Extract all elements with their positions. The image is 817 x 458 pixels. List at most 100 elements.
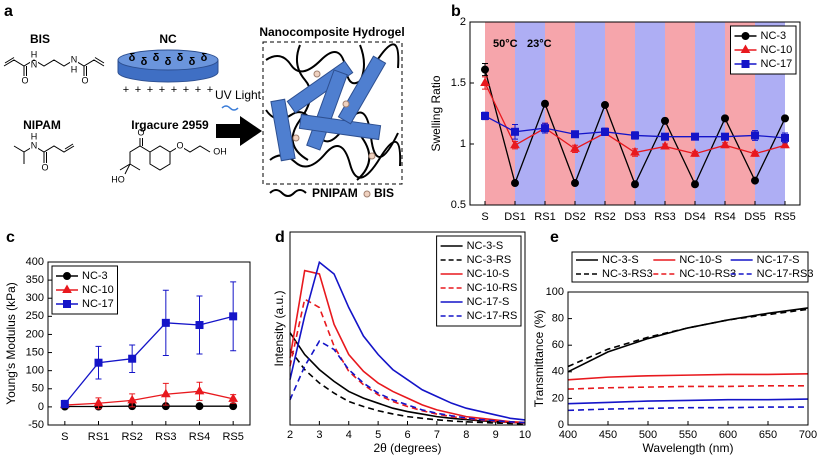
panel: b 50°C 23°C 0.5 1 1.5 2 S DS1 RS1 DS2 RS2 DS3 RS3 DS4 R… xyxy=(429,3,801,223)
data-point xyxy=(195,402,204,411)
charge: δ xyxy=(201,52,208,64)
panel-label: a xyxy=(4,3,13,20)
legend-label: NC-10-S xyxy=(679,254,722,266)
data-point xyxy=(721,132,729,141)
panel-a: a BIS N H N H O O NC δ δ δ δ δ δ δ+ + + + + + + + NIP… xyxy=(3,3,405,200)
bond xyxy=(4,57,15,64)
data-point xyxy=(161,318,170,327)
data-point xyxy=(194,385,205,395)
y-axis-label: Intensity (a.u.) xyxy=(272,290,286,366)
panel-label: d xyxy=(275,229,285,246)
atom: OH xyxy=(213,146,227,156)
atom: O xyxy=(176,140,183,150)
series-line xyxy=(289,349,526,425)
series-line xyxy=(567,384,808,390)
atom: H xyxy=(31,49,38,59)
x-tick-label: RS5 xyxy=(222,431,243,443)
data-point xyxy=(690,148,700,157)
y-tick-label: -50 xyxy=(28,419,44,431)
legend-marker xyxy=(62,284,72,293)
label: PNIPAM xyxy=(312,186,358,200)
legend-marker xyxy=(63,300,71,308)
panel: c -50 0 50 100 150 200 250 300 350 400 S RS1 RS2 RS3 RS… xyxy=(4,229,251,443)
plot-frame xyxy=(289,231,526,426)
data-point xyxy=(481,65,489,74)
x-tick-label: 10 xyxy=(519,429,531,441)
x-tick-label: DS1 xyxy=(504,211,525,223)
y-axis-label: Young's Modulus (kPa) xyxy=(4,282,18,405)
data-point xyxy=(60,399,69,408)
legend-label: NC-10 xyxy=(761,44,793,56)
x-tick-label: RS4 xyxy=(714,211,735,223)
bond xyxy=(64,143,74,150)
data-point xyxy=(571,179,579,188)
atom: O xyxy=(81,75,88,85)
data-point xyxy=(570,143,580,152)
legend-chain xyxy=(269,189,307,197)
temperature-band xyxy=(695,22,725,205)
x-tick-label: DS2 xyxy=(564,211,585,223)
y-tick-label: 0 xyxy=(558,419,564,431)
y-tick-label: 0.5 xyxy=(451,199,466,211)
data-point xyxy=(660,140,670,150)
data-point xyxy=(571,130,579,139)
temperature-band xyxy=(635,22,665,205)
charge: + xyxy=(123,84,129,96)
atom: N xyxy=(71,54,78,64)
data-point xyxy=(541,124,549,133)
plot-frame xyxy=(567,291,809,426)
x-tick-label: 7 xyxy=(434,429,440,441)
legend-marker xyxy=(63,272,71,280)
atom: H xyxy=(71,64,78,74)
bis-crosslinks xyxy=(292,70,376,160)
y-tick-label: 200 xyxy=(26,328,44,340)
plot-frame xyxy=(47,261,251,426)
x-tick-label: RS1 xyxy=(88,431,109,443)
y-tick-label: 250 xyxy=(26,310,44,322)
legend-bis xyxy=(363,190,371,198)
data-point xyxy=(661,116,669,125)
hydrogel-box xyxy=(262,41,403,185)
data-point xyxy=(229,312,238,321)
data-point xyxy=(541,99,549,108)
atom: O xyxy=(137,127,144,137)
data-point xyxy=(631,180,639,189)
legend xyxy=(436,235,522,327)
data-point xyxy=(128,354,137,363)
charge: + xyxy=(147,84,153,96)
bond xyxy=(3,59,105,67)
label: Irgacure 2959 xyxy=(131,118,209,132)
legend-label: NC-10-RS xyxy=(467,282,518,294)
atom-bg xyxy=(70,55,78,64)
temperature-band xyxy=(575,22,605,205)
plot-frame xyxy=(469,21,801,206)
legend-label: NC-17-RS xyxy=(467,310,518,322)
series-line xyxy=(567,406,808,412)
x-tick-label: 6 xyxy=(404,429,410,441)
data-point xyxy=(511,179,519,188)
charge: δ xyxy=(165,56,172,68)
data-point xyxy=(661,132,669,141)
x-tick-label: S xyxy=(481,211,488,223)
legend-label: NC-17-S xyxy=(467,296,510,308)
annotation: 23°C xyxy=(527,38,552,50)
label: BIS xyxy=(374,186,394,200)
bond xyxy=(129,163,141,171)
x-tick-label: 600 xyxy=(719,429,737,441)
y-tick-label: 100 xyxy=(546,286,564,298)
atom: N xyxy=(31,140,38,150)
legend-label: NC-3-RS3 xyxy=(602,268,653,280)
data-point xyxy=(691,180,699,189)
label: Nanocomposite Hydrogel xyxy=(259,25,404,39)
legend-marker xyxy=(741,32,750,40)
x-tick-label: 550 xyxy=(679,429,697,441)
legend-label: NC-17 xyxy=(82,298,114,310)
data-point xyxy=(750,148,760,157)
atom-bg xyxy=(176,141,184,150)
data-point xyxy=(601,100,609,109)
y-tick-label: 1.5 xyxy=(451,77,466,89)
charges: δ δ δ δ δ δ δ+ + + + + + + + xyxy=(123,52,213,96)
temperature-band xyxy=(665,22,695,205)
y-tick-label: 50 xyxy=(32,383,44,395)
y-tick-label: 100 xyxy=(26,365,44,377)
